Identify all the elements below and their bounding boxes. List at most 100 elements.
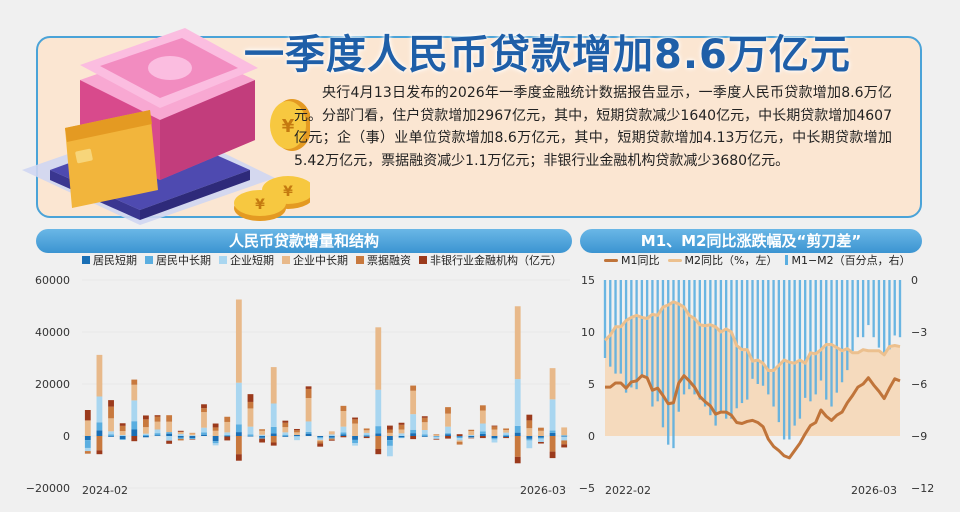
bar-segment (468, 437, 475, 438)
bar-segment (526, 428, 533, 436)
bar-segment (305, 398, 312, 422)
bar-segment (387, 432, 393, 436)
bar-segment (247, 401, 254, 409)
bar-segment (96, 450, 103, 455)
bar-segment (143, 427, 149, 434)
legend-swatch (282, 256, 290, 264)
bar-segment (84, 420, 91, 436)
bar-segment (212, 430, 219, 436)
bar-segment (131, 421, 138, 430)
bar-segment (398, 429, 405, 434)
gap-bar (740, 280, 744, 404)
bar-segment (410, 429, 417, 434)
bar-segment (317, 439, 324, 442)
right-chart-title: M1、M2同比涨跌幅及“剪刀差” (580, 229, 922, 253)
bar-segment (375, 389, 382, 427)
legend-swatch (604, 258, 618, 262)
bar-segment (270, 403, 277, 427)
bar-segment (561, 436, 568, 441)
y-left-tick-label: 0 (588, 430, 595, 443)
bar-segment (445, 407, 451, 414)
bar-segment (270, 436, 277, 443)
bar-segment (154, 435, 161, 436)
bar-segment (166, 432, 173, 434)
gap-bar (730, 280, 733, 419)
gap-bar (667, 280, 670, 445)
bar-segment (282, 432, 289, 435)
bar-segment (259, 437, 265, 439)
gap-bar (767, 280, 770, 395)
bar-segment (514, 379, 521, 426)
bar-segment (294, 430, 300, 433)
bar-segment (456, 438, 463, 441)
bar-segment (503, 430, 509, 433)
bar-segment (259, 438, 265, 443)
bar-segment (328, 436, 335, 438)
bar-segment (247, 434, 254, 436)
gap-bar (888, 280, 891, 350)
gap-bar (677, 280, 680, 412)
bar-segment (270, 426, 277, 434)
bar-segment (468, 437, 475, 439)
bar-segment (224, 436, 231, 437)
bar-segment (456, 436, 463, 437)
bar-segment (433, 434, 440, 435)
bar-segment (549, 368, 556, 400)
legend-label: M2同比（%，左） (684, 254, 778, 267)
bar-segment (131, 429, 138, 436)
bar-segment (456, 434, 463, 436)
gap-bar (856, 280, 860, 338)
bar-segment (154, 416, 161, 422)
gap-bar (788, 280, 791, 440)
legend-item-m2: M2同比（%，左） (667, 252, 778, 268)
bar-segment (421, 422, 428, 431)
bar-segment (363, 436, 370, 437)
gap-bar (846, 280, 849, 371)
bar-segment (340, 436, 347, 438)
legend-label: 居民中长期 (156, 254, 211, 267)
bar-segment (387, 445, 393, 457)
bank-card (65, 110, 158, 208)
bar-segment (538, 430, 544, 436)
gap-bar (814, 280, 817, 395)
bar-segment (340, 432, 347, 435)
money-illustration: ¥ ¥ ¥ (22, 28, 310, 225)
bar-segment (421, 417, 428, 423)
bar-segment (363, 432, 370, 435)
bar-segment (538, 437, 544, 439)
gap-bar (656, 280, 659, 402)
bar-segment (538, 427, 544, 431)
bar-segment (84, 440, 91, 448)
y-left-tick-label: −5 (579, 482, 595, 495)
bar-segment (363, 434, 370, 436)
bar-segment (503, 436, 509, 438)
bar-segment (375, 449, 382, 455)
bar-segment (84, 451, 91, 454)
bar-segment (491, 438, 498, 440)
legend-label: M1同比 (621, 254, 660, 267)
bar-segment (561, 436, 568, 437)
gap-bar (851, 280, 854, 352)
bar-segment (143, 434, 149, 436)
bar-segment (491, 429, 498, 436)
bar-segment (270, 442, 277, 446)
gap-bar (661, 280, 665, 428)
bar-segment (212, 436, 219, 442)
bar-segment (143, 419, 149, 428)
bar-segment (212, 443, 219, 446)
bar-segment (224, 436, 231, 441)
bar-segment (154, 421, 161, 430)
bar-segment (549, 432, 556, 436)
bar-segment (259, 429, 265, 431)
gap-bar (751, 280, 754, 379)
bar-segment (143, 433, 149, 435)
bar-segment (352, 443, 358, 446)
bar-segment (305, 386, 312, 389)
bar-segment (270, 367, 277, 404)
bar-segment (235, 299, 242, 383)
bar-segment (166, 415, 173, 422)
legend-swatch (419, 256, 427, 264)
bar-segment (154, 429, 161, 434)
gap-bar (809, 280, 812, 402)
legend-label: 企业中长期 (293, 254, 348, 267)
